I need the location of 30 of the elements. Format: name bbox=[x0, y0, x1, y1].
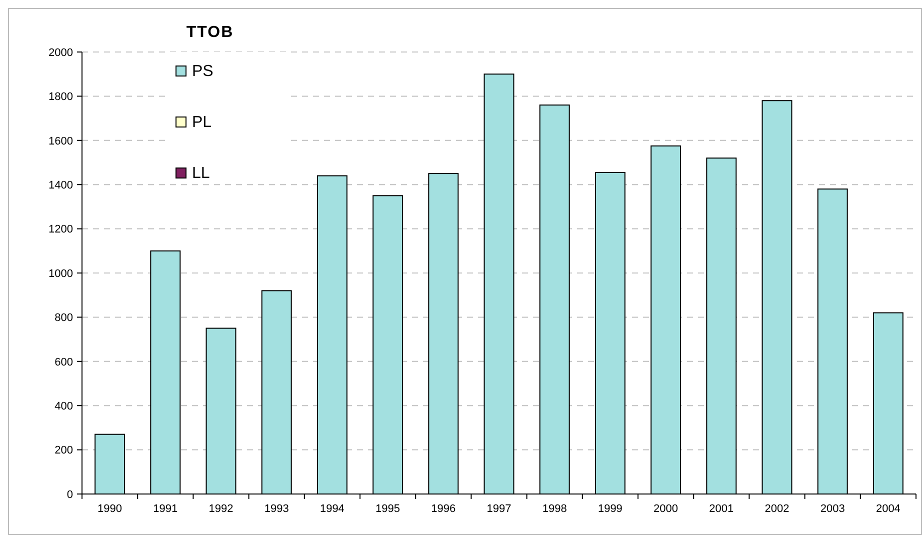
x-tick-label: 1993 bbox=[264, 503, 289, 515]
y-tick-label: 200 bbox=[54, 444, 73, 457]
y-tick-label: 0 bbox=[66, 488, 73, 501]
legend-label: LL bbox=[192, 165, 210, 182]
y-tick-label: 1800 bbox=[48, 91, 73, 104]
x-tick-label: 1997 bbox=[486, 503, 512, 515]
x-tick-label: 1990 bbox=[98, 503, 122, 515]
x-tick-label: 1991 bbox=[153, 503, 178, 515]
y-tick-label: 1400 bbox=[48, 179, 73, 192]
legend-label: PS bbox=[192, 63, 214, 80]
x-tick-label: 1992 bbox=[208, 503, 234, 515]
y-tick-label: 1200 bbox=[48, 224, 73, 236]
y-tick-label: 800 bbox=[54, 312, 73, 324]
chart-title: TTOB bbox=[186, 24, 234, 41]
x-tick-label: 2002 bbox=[764, 503, 790, 515]
y-tick-label: 600 bbox=[54, 356, 73, 368]
y-tick-label: 1000 bbox=[48, 268, 73, 280]
y-tick-label: 2000 bbox=[48, 46, 73, 59]
x-tick-label: 1995 bbox=[376, 503, 400, 515]
x-tick-label: 1994 bbox=[320, 503, 344, 515]
x-tick-label: 2000 bbox=[654, 503, 678, 515]
x-tick-label: 2001 bbox=[709, 503, 734, 515]
legend-label: PL bbox=[192, 114, 212, 131]
x-tick-label: 2003 bbox=[820, 503, 845, 515]
x-tick-label: 1996 bbox=[431, 503, 456, 515]
x-tick-label: 1999 bbox=[598, 503, 622, 515]
y-tick-label: 1600 bbox=[48, 135, 73, 148]
y-tick-label: 400 bbox=[54, 400, 73, 412]
x-tick-label: 2004 bbox=[876, 503, 900, 515]
x-tick-label: 1998 bbox=[542, 503, 567, 515]
